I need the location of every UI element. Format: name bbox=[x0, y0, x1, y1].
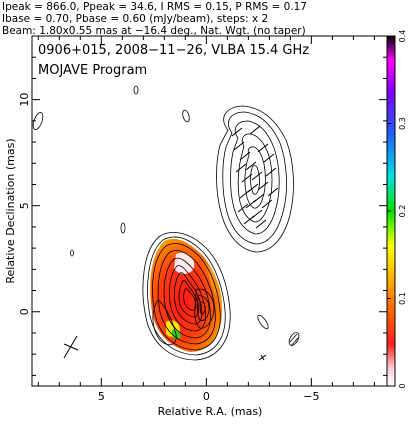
colorbar-tick-label: 0.2 bbox=[398, 205, 407, 218]
beam-hatch bbox=[289, 333, 299, 347]
colorbar-tick-label: 0.1 bbox=[398, 292, 407, 305]
image-content bbox=[32, 85, 300, 361]
plot-title: 0906+015, 2008−11−26, VLBA 15.4 GHz bbox=[38, 43, 309, 58]
header-line-3: Beam: 1.80x0.55 mas at −16.4 deg., Nat. … bbox=[2, 25, 306, 37]
header-line-1: Ipeak = 866.0, Ppeak = 34.6, I RMS = 0.1… bbox=[2, 1, 307, 13]
x-axis-label: Relative R.A. (mas) bbox=[158, 405, 263, 418]
small-beam-marker bbox=[258, 354, 267, 361]
x-tick-label: 5 bbox=[98, 390, 105, 403]
y-axis-label: Relative Declination (mas) bbox=[4, 138, 17, 283]
y-axis-ticks: 0 5 10 bbox=[18, 35, 387, 376]
evpa-ticks bbox=[231, 125, 279, 229]
y-tick-label: 10 bbox=[18, 93, 31, 107]
x-tick-label: 0 bbox=[203, 390, 210, 403]
colorbar-tick-label: 0 bbox=[398, 383, 407, 388]
y-tick-label: 0 bbox=[18, 308, 31, 315]
colorbar-tick-label: 0.3 bbox=[398, 117, 407, 130]
x-tick-label: −5 bbox=[303, 390, 319, 403]
plot-subtitle: MOJAVE Program bbox=[38, 63, 147, 78]
jet-contours bbox=[216, 105, 294, 253]
core-contours bbox=[142, 232, 231, 361]
noise-contours bbox=[32, 85, 300, 346]
y-tick-label: 5 bbox=[18, 202, 31, 209]
x-axis-ticks: 5 0 −5 bbox=[37, 36, 375, 403]
beam-marker bbox=[63, 335, 79, 359]
header-line-2: Ibase = 0.70, Pbase = 0.60 (mJy/beam), s… bbox=[2, 13, 268, 25]
colorbar-tick-label: 0.4 bbox=[398, 30, 407, 43]
colorbar-ticks: 0 0.1 0.2 0.3 0.4 bbox=[387, 30, 407, 389]
